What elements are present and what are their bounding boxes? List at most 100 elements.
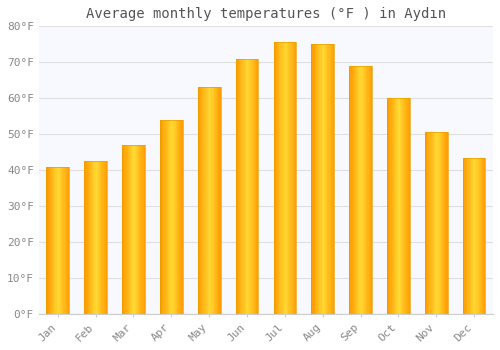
Bar (402, 98, 403, 314)
Bar (478, 158, 480, 314)
Bar (434, 132, 435, 314)
Bar (160, 120, 182, 314)
Bar (326, 44, 328, 314)
Bar (202, 88, 203, 314)
Bar (129, 145, 130, 314)
Bar (322, 44, 324, 314)
Bar (239, 59, 240, 314)
Bar (204, 88, 206, 314)
Bar (252, 59, 254, 314)
Bar (352, 66, 354, 314)
Bar (164, 120, 166, 314)
Bar (362, 66, 363, 314)
Bar (51, 167, 52, 314)
Bar (68, 167, 69, 314)
Bar (371, 66, 372, 314)
Bar (433, 132, 434, 314)
Bar (59, 167, 60, 314)
Bar (425, 132, 426, 314)
Bar (67, 167, 68, 314)
Bar (370, 66, 371, 314)
Bar (406, 98, 408, 314)
Bar (137, 145, 138, 314)
Bar (215, 88, 216, 314)
Bar (130, 145, 131, 314)
Bar (318, 44, 320, 314)
Bar (330, 44, 332, 314)
Bar (174, 120, 176, 314)
Bar (144, 145, 145, 314)
Bar (482, 158, 483, 314)
Bar (172, 120, 174, 314)
Bar (131, 145, 132, 314)
Bar (161, 120, 162, 314)
Bar (365, 66, 366, 314)
Bar (89, 161, 90, 314)
Bar (290, 42, 292, 314)
Bar (255, 59, 256, 314)
Bar (88, 161, 89, 314)
Bar (354, 66, 355, 314)
Bar (201, 88, 202, 314)
Bar (214, 88, 215, 314)
Bar (54, 167, 56, 314)
Bar (440, 132, 441, 314)
Bar (207, 88, 208, 314)
Bar (166, 120, 167, 314)
Bar (400, 98, 402, 314)
Bar (160, 120, 161, 314)
Bar (363, 66, 364, 314)
Bar (470, 158, 472, 314)
Bar (170, 120, 172, 314)
Bar (438, 132, 440, 314)
Bar (282, 42, 284, 314)
Bar (274, 42, 296, 314)
Bar (48, 167, 50, 314)
Bar (465, 158, 466, 314)
Bar (428, 132, 430, 314)
Bar (364, 66, 365, 314)
Bar (178, 120, 179, 314)
Bar (62, 167, 64, 314)
Bar (254, 59, 255, 314)
Bar (180, 120, 182, 314)
Bar (123, 145, 124, 314)
Bar (218, 88, 220, 314)
Bar (432, 132, 433, 314)
Bar (441, 132, 442, 314)
Bar (169, 120, 170, 314)
Bar (463, 158, 485, 314)
Bar (84, 161, 107, 314)
Bar (366, 66, 368, 314)
Bar (217, 88, 218, 314)
Bar (167, 120, 168, 314)
Bar (99, 161, 100, 314)
Bar (206, 88, 207, 314)
Bar (200, 88, 201, 314)
Bar (473, 158, 474, 314)
Bar (472, 158, 473, 314)
Bar (284, 42, 285, 314)
Bar (332, 44, 333, 314)
Bar (248, 59, 250, 314)
Bar (315, 44, 316, 314)
Bar (168, 120, 169, 314)
Bar (405, 98, 406, 314)
Bar (240, 59, 242, 314)
Bar (426, 132, 427, 314)
Bar (404, 98, 405, 314)
Bar (139, 145, 140, 314)
Bar (209, 88, 210, 314)
Bar (179, 120, 180, 314)
Bar (274, 42, 276, 314)
Bar (287, 42, 288, 314)
Bar (285, 42, 286, 314)
Bar (328, 44, 330, 314)
Bar (142, 145, 144, 314)
Bar (210, 88, 212, 314)
Bar (349, 66, 350, 314)
Bar (86, 161, 88, 314)
Bar (212, 88, 214, 314)
Bar (92, 161, 94, 314)
Bar (198, 88, 199, 314)
